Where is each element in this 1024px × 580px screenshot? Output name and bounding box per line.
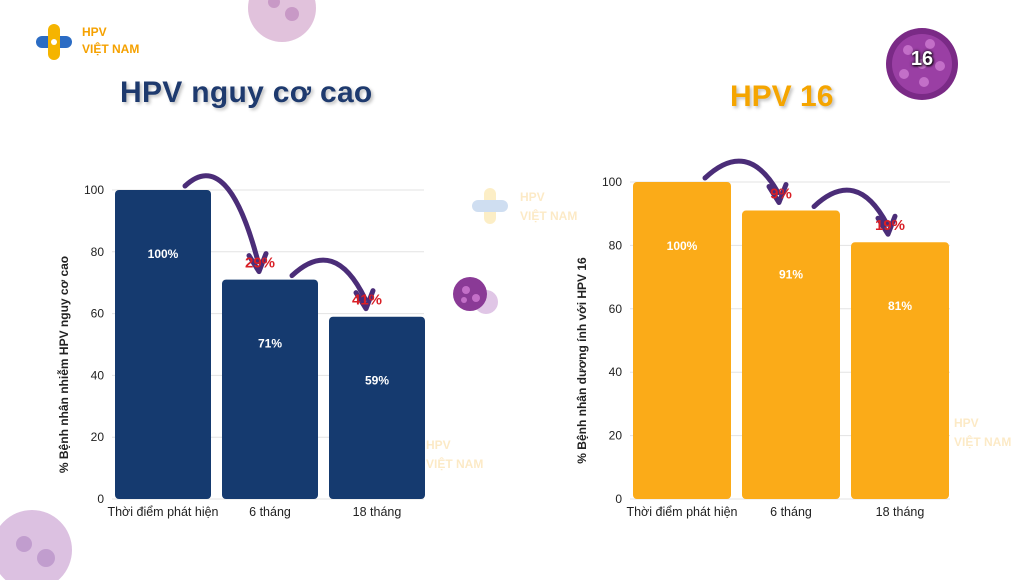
- watermark-line-1: HPV: [426, 438, 451, 452]
- watermark-line-2: VIỆT NAM: [426, 457, 484, 471]
- right-chart-title: HPV 16: [730, 80, 834, 113]
- arrow-head: [766, 182, 789, 206]
- decrease-label: 9%: [770, 186, 792, 203]
- left-chart: 0 20 40 60 80 100 % Bệnh nhân nhiễm HPV nguy c…: [56, 173, 425, 519]
- bar-value-label: 91%: [779, 268, 803, 282]
- y-tick-label: 80: [91, 245, 105, 259]
- badge-number: 16: [910, 48, 934, 70]
- curved-arrow: [289, 257, 368, 302]
- y-tick-label: 20: [609, 429, 623, 443]
- y-tick-label: 100: [602, 175, 622, 189]
- x-tick-label: 6 tháng: [770, 505, 812, 519]
- x-tick-label: 18 tháng: [876, 505, 925, 519]
- y-tick-label: 60: [609, 302, 623, 316]
- plus-logo-icon: [36, 24, 72, 60]
- x-tick-label: 6 tháng: [249, 505, 291, 519]
- arrow-head: [246, 251, 269, 275]
- y-tick-label: 0: [615, 492, 622, 506]
- y-axis-label: % Bệnh nhân dương ính với HPV 16: [575, 257, 589, 464]
- y-tick-label: 40: [91, 368, 105, 382]
- x-tick-label: Thời điểm phát hiện: [107, 505, 218, 519]
- y-tick-label: 60: [91, 307, 105, 321]
- bar: [742, 210, 840, 499]
- watermark-line-2: VIỆT NAM: [520, 209, 578, 223]
- virus-icon: [886, 28, 958, 100]
- bar: [115, 190, 211, 499]
- y-tick-label: 40: [609, 365, 623, 379]
- brand-line-1: HPV: [82, 25, 107, 39]
- bar-value-label: 100%: [148, 247, 179, 261]
- brand-logo: HPV VIỆT NAM: [34, 22, 164, 66]
- decrease-label: 41%: [352, 292, 382, 309]
- y-tick-label: 100: [84, 183, 104, 197]
- left-chart-title: HPV nguy cơ cao: [120, 76, 373, 109]
- arrow-head: [353, 288, 376, 312]
- bar: [851, 242, 949, 500]
- virus-decoration-top: [248, 0, 316, 42]
- x-tick-label: Thời điểm phát hiện: [626, 505, 737, 519]
- bar-value-label: 100%: [667, 239, 698, 253]
- plus-logo-icon: [472, 188, 508, 224]
- watermark-line-1: HPV: [954, 416, 979, 430]
- curved-arrow: [182, 173, 261, 265]
- curved-arrow: [702, 158, 781, 196]
- y-tick-label: 0: [97, 492, 104, 506]
- watermark-line-1: HPV: [520, 190, 545, 204]
- bar-value-label: 71%: [258, 337, 282, 351]
- x-tick-label: 18 tháng: [353, 505, 402, 519]
- arrow-head: [875, 213, 898, 237]
- bar-value-label: 59%: [365, 374, 389, 388]
- bar: [222, 279, 318, 499]
- bar-value-label: 81%: [888, 299, 912, 313]
- decrease-label: 29%: [245, 255, 275, 272]
- decrease-label: 19%: [875, 217, 905, 234]
- bar: [633, 182, 731, 499]
- y-tick-label: 20: [91, 430, 105, 444]
- virus-decoration-bottom-left: [0, 510, 72, 580]
- bar: [329, 316, 425, 499]
- hpv16-virus-badge: 16: [884, 26, 960, 102]
- y-axis-label: % Bệnh nhân nhiễm HPV nguy cơ cao: [56, 256, 71, 473]
- y-tick-label: 80: [609, 238, 623, 252]
- virus-decoration-middle: [453, 277, 498, 314]
- right-chart: 0 20 40 60 80 100 % Bệnh nhân dương ính với HP…: [575, 158, 950, 519]
- watermark-logo: HPV VIỆT NAM: [470, 186, 590, 230]
- watermark-line-2: VIỆT NAM: [954, 435, 1012, 449]
- curved-arrow: [811, 187, 890, 227]
- brand-line-2: VIỆT NAM: [82, 42, 140, 56]
